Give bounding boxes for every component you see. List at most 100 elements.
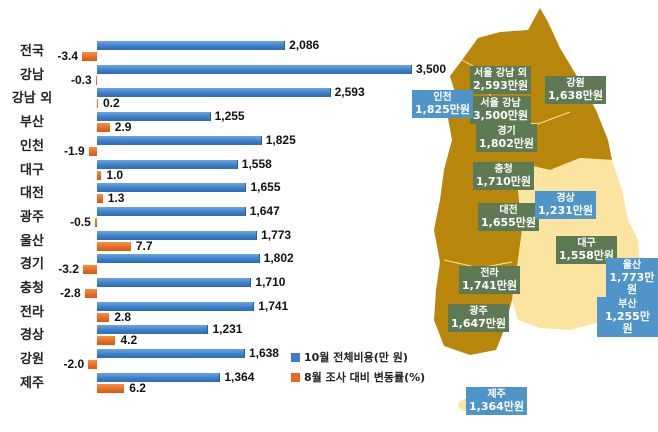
chart-row: 경상 1,231 4.2 xyxy=(0,322,430,347)
chart-row: 부산 1,255 2.9 xyxy=(0,109,430,135)
cost-bar xyxy=(97,372,221,382)
cost-value: 1,802 xyxy=(263,251,294,266)
category-label: 충청 xyxy=(20,281,44,296)
chart-row: 충청 1,710 -2.8 xyxy=(0,275,430,300)
region-value: 1,741만원 xyxy=(462,279,518,292)
cost-bar xyxy=(97,41,286,50)
category-label: 전라 xyxy=(20,304,44,320)
change-value: 2.8 xyxy=(114,309,131,324)
cost-value: 1,364 xyxy=(224,369,255,384)
change-bar xyxy=(97,241,131,251)
region-name: 서울 강남 xyxy=(480,98,521,109)
region-name: 대전 xyxy=(499,205,518,216)
category-label: 울산 xyxy=(20,233,44,249)
cost-bar xyxy=(97,135,262,145)
category-label: 전국 xyxy=(20,44,44,59)
change-value: 1.0 xyxy=(106,167,124,182)
map-label: 대전 1,655만원 xyxy=(478,203,540,231)
cost-bar xyxy=(97,230,258,240)
region-name: 광주 xyxy=(469,306,488,317)
chart-row: 강원 1,638 -2.0 xyxy=(0,346,430,372)
change-bar xyxy=(97,336,116,346)
map-label: 부산 1,255만원 xyxy=(597,297,658,337)
cost-value: 1,638 xyxy=(248,346,279,361)
cost-value: 1,647 xyxy=(249,203,280,218)
cost-bar xyxy=(97,159,238,169)
cost-bar xyxy=(97,183,247,193)
region-value: 1,655만원 xyxy=(481,216,537,229)
legend-label-change: 8월 조사 대비 변동률(%) xyxy=(304,371,426,384)
cost-bar xyxy=(97,349,245,359)
legend-swatch-orange xyxy=(291,372,300,382)
cost-bar xyxy=(97,88,331,98)
legend-item-cost: 10월 전체비용(만 원) xyxy=(291,347,425,367)
chart-row: 경기 1,802 -3.2 xyxy=(0,251,430,276)
change-value: 6.2 xyxy=(129,380,146,395)
map-label: 서울 강남 3,500만원 xyxy=(470,96,532,124)
change-bar xyxy=(97,194,103,204)
region-name: 부산 xyxy=(618,299,637,310)
chart-row: 강남 외 2,593 0.2 xyxy=(0,85,430,110)
change-bar xyxy=(97,99,98,109)
change-value: -3.4 xyxy=(57,49,79,63)
map-label: 인천 1,825만원 xyxy=(412,90,474,118)
cost-bar xyxy=(97,254,260,264)
change-bar xyxy=(88,146,97,156)
region-name: 울산 xyxy=(622,260,642,271)
region-name: 강원 xyxy=(566,78,585,89)
legend-item-change: 8월 조사 대비 변동률(%) xyxy=(291,367,425,387)
change-value: -2.0 xyxy=(63,357,85,372)
chart-row: 전라 1,741 2.8 xyxy=(0,299,430,324)
legend-swatch-blue xyxy=(291,352,300,362)
map-label: 제주 1,364만원 xyxy=(466,387,528,415)
cost-bar xyxy=(97,278,252,287)
category-label: 인천 xyxy=(20,138,44,154)
change-bar xyxy=(95,75,97,85)
region-value: 2,593만원 xyxy=(473,79,529,92)
region-value: 1,802만원 xyxy=(479,137,535,150)
cost-bar xyxy=(97,112,211,122)
change-bar xyxy=(84,289,97,298)
chart-row: 강남 3,500 -0.3 xyxy=(0,62,446,87)
cost-value: 1,773 xyxy=(261,227,292,242)
map-label: 전라 1,741만원 xyxy=(459,266,521,294)
region-value: 1,773만원 xyxy=(609,271,655,296)
region-value: 1,231만원 xyxy=(538,204,594,217)
category-label: 제주 xyxy=(20,375,44,391)
cost-value: 2,086 xyxy=(289,38,320,52)
change-bar xyxy=(82,265,97,275)
category-label: 강남 외 xyxy=(11,91,53,107)
change-bar xyxy=(97,312,110,322)
cost-value: 1,825 xyxy=(265,132,296,147)
map-label: 경기 1,802만원 xyxy=(476,124,538,152)
legend: 10월 전체비용(만 원) 8월 조사 대비 변동률(%) xyxy=(291,347,425,387)
change-value: -2.8 xyxy=(60,286,81,300)
change-value: 2.9 xyxy=(114,120,132,135)
region-name: 전라 xyxy=(480,268,499,279)
region-value: 3,500만원 xyxy=(473,109,529,122)
cost-value: 1,710 xyxy=(255,275,286,289)
region-value: 1,710만원 xyxy=(476,175,532,188)
category-label: 대구 xyxy=(20,162,44,178)
change-value: 1.3 xyxy=(107,191,125,206)
region-name: 경기 xyxy=(497,126,516,137)
category-label: 부산 xyxy=(20,115,44,131)
cost-bar xyxy=(97,325,209,335)
chart-row: 울산 1,773 7.7 xyxy=(0,227,430,253)
region-name: 제주 xyxy=(487,389,506,400)
region-value: 1,255만원 xyxy=(605,310,650,335)
change-bar xyxy=(97,383,125,393)
change-value: 7.7 xyxy=(135,238,153,253)
category-label: 강원 xyxy=(20,352,44,368)
region-name: 서울 강남 외 xyxy=(474,68,527,79)
map-label: 울산 1,773만원 xyxy=(606,258,658,298)
category-label: 광주 xyxy=(20,209,44,225)
cost-value: 1,558 xyxy=(241,156,272,171)
map-label: 경상 1,231만원 xyxy=(535,191,597,219)
region-name: 인천 xyxy=(433,92,452,103)
change-bar xyxy=(97,170,102,180)
cost-value: 3,500 xyxy=(416,61,447,76)
legend-label-cost: 10월 전체비용(만 원) xyxy=(304,351,408,364)
cost-value: 1,255 xyxy=(214,109,245,124)
